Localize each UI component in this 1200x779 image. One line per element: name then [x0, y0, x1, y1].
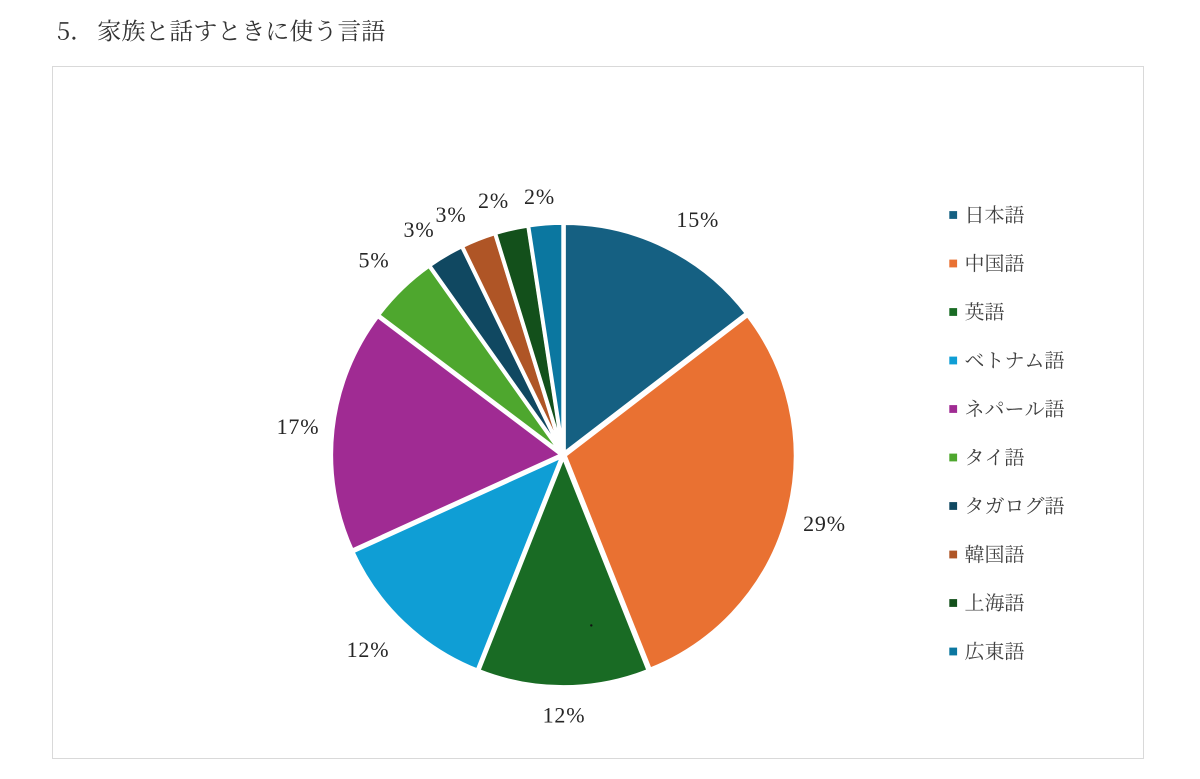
svg-text:12%: 12% [543, 703, 586, 728]
svg-text:5%: 5% [359, 248, 390, 273]
svg-text:29%: 29% [803, 511, 846, 536]
svg-text:3%: 3% [436, 202, 467, 227]
svg-text:2%: 2% [524, 184, 555, 209]
svg-text:12%: 12% [347, 637, 390, 662]
svg-text:17%: 17% [277, 414, 320, 439]
svg-text:3%: 3% [404, 217, 435, 242]
svg-text:15%: 15% [676, 207, 719, 232]
svg-text:2%: 2% [478, 188, 509, 213]
